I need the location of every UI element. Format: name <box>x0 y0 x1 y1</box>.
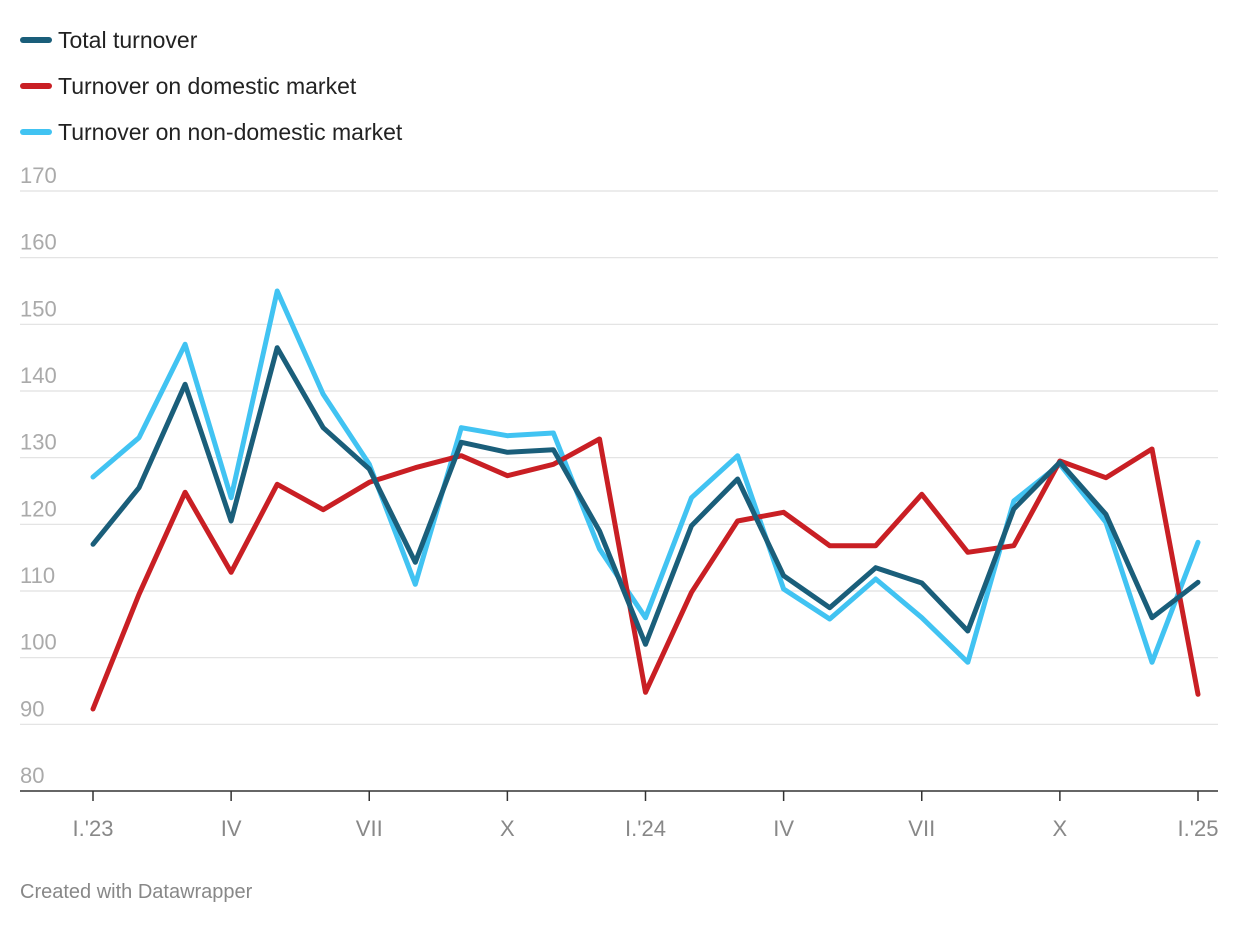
x-tick-label: X <box>500 816 515 841</box>
x-tick-label: IV <box>773 816 794 841</box>
legend: Total turnover Turnover on domestic mark… <box>20 22 402 160</box>
y-axis-ticks: 80 90 100 110 120 130 140 150 160 170 <box>20 163 57 788</box>
x-tick-label: VII <box>356 816 383 841</box>
x-axis-ticks: I.'23 IV VII X I.'24 IV VII X I.'25 <box>73 791 1219 841</box>
y-tick-label: 130 <box>20 430 57 455</box>
y-tick-label: 140 <box>20 363 57 388</box>
series-lines <box>90 288 1201 712</box>
legend-label-domestic: Turnover on domestic market <box>58 72 357 99</box>
x-tick-label: X <box>1053 816 1068 841</box>
gridlines <box>20 190 1218 792</box>
legend-item-domestic: Turnover on domestic market <box>20 68 402 104</box>
y-tick-label: 90 <box>20 696 44 721</box>
y-tick-label: 120 <box>20 496 57 521</box>
legend-swatch-domestic <box>20 83 52 89</box>
legend-item-non-domestic: Turnover on non-domestic market <box>20 114 402 150</box>
footer-credit: Created with Datawrapper <box>20 881 253 903</box>
series-line-domestic <box>90 436 1201 712</box>
x-tick-label: I.'25 <box>1178 816 1219 841</box>
legend-swatch-non-domestic <box>20 129 52 135</box>
y-tick-label: 160 <box>20 230 57 255</box>
y-tick-label: 110 <box>20 563 55 588</box>
y-tick-label: 80 <box>20 763 44 788</box>
x-tick-label: I.'23 <box>73 816 114 841</box>
series-line-non-domestic <box>90 288 1201 665</box>
y-tick-label: 100 <box>20 630 57 655</box>
series-line-total <box>90 345 1201 647</box>
legend-label-total: Total turnover <box>58 26 198 53</box>
legend-label-non-domestic: Turnover on non-domestic market <box>58 118 403 145</box>
y-tick-label: 170 <box>20 163 57 188</box>
x-tick-label: VII <box>908 816 935 841</box>
x-tick-label: I.'24 <box>625 816 666 841</box>
y-tick-label: 150 <box>20 296 57 321</box>
line-chart: 80 90 100 110 120 130 140 150 160 170 I.'23 IV VII X… <box>20 163 1219 841</box>
x-tick-label: IV <box>221 816 242 841</box>
legend-item-total: Total turnover <box>20 22 402 58</box>
legend-swatch-total <box>20 37 52 43</box>
